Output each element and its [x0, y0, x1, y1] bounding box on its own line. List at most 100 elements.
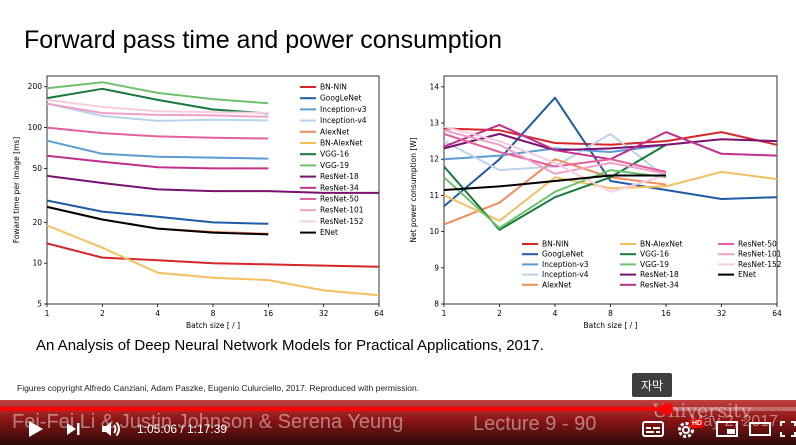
x-tick-label: 2 — [100, 309, 105, 318]
legend-label-resnet-101: ResNet-101 — [320, 206, 364, 215]
series-line-resnet-50 — [443, 132, 667, 173]
legend-label-alexnet: AlexNet — [320, 127, 349, 136]
y-tick-label: 10 — [32, 259, 42, 268]
legend-label-vgg-19: VGG-19 — [320, 161, 349, 170]
legend-label-inception-v3: Inception-v3 — [542, 260, 589, 269]
subtitles-icon — [642, 421, 664, 437]
settings-button[interactable] — [676, 420, 696, 440]
y-axis-label: Foward time per image [ms] — [12, 137, 21, 244]
footer-lecture-number: Lecture 9 - 90 — [473, 413, 597, 435]
x-tick-label: 1 — [45, 309, 50, 318]
series-line-resnet-152 — [46, 98, 269, 114]
time-display: 1:05:06 / 1:17:39 — [137, 422, 228, 436]
y-tick-label: 5 — [37, 300, 42, 309]
volume-button[interactable] — [99, 419, 123, 439]
series-line-googlenet — [443, 96, 778, 208]
play-icon — [29, 421, 43, 437]
x-tick-label: 64 — [772, 309, 782, 318]
fullscreen-button[interactable] — [780, 419, 796, 439]
progress-bar[interactable] — [0, 403, 796, 415]
subtitles-button[interactable] — [642, 421, 664, 437]
copyright-note: Figures copyright Alfredo Canziani, Adam… — [17, 383, 420, 393]
y-axis-label: Net power consumption [W] — [409, 137, 418, 242]
fullscreen-icon — [780, 421, 796, 437]
slide-title: Forward pass time and power consumption — [24, 26, 503, 54]
y-tick-label: 13 — [429, 119, 439, 128]
legend-label-resnet-101: ResNet-101 — [738, 250, 782, 259]
legend-label-inception-v3: Inception-v3 — [320, 105, 367, 114]
x-tick-label: 4 — [553, 309, 558, 318]
legend-label-inception-v4: Inception-v4 — [542, 270, 589, 279]
legend-label-resnet-152: ResNet-152 — [320, 217, 364, 226]
y-tick-label: 20 — [32, 218, 42, 227]
series-line-bn-nin — [443, 127, 778, 146]
x-tick-label: 64 — [374, 309, 384, 318]
legend-label-vgg-19: VGG-19 — [640, 260, 669, 269]
x-tick-label: 4 — [155, 309, 160, 318]
legend-label-bn-nin: BN-NIN — [320, 83, 347, 92]
y-tick-label: 200 — [28, 82, 43, 91]
progress-scrubber[interactable] — [661, 403, 674, 415]
y-tick-label: 100 — [28, 123, 43, 132]
footer-university: University — [652, 400, 752, 422]
legend-label-bn-nin: BN-NIN — [542, 240, 569, 249]
plot-frame — [443, 75, 778, 305]
progress-fill — [0, 407, 668, 411]
series-line-bn-nin — [46, 242, 380, 268]
x-tick-label: 1 — [442, 309, 447, 318]
legend-label-enet: ENet — [738, 270, 756, 279]
series-line-resnet-50 — [46, 126, 269, 140]
y-tick-label: 9 — [434, 263, 439, 272]
y-tick-label: 10 — [429, 227, 439, 236]
miniplayer-button[interactable] — [716, 421, 738, 437]
series-line-resnet-152 — [443, 125, 667, 193]
legend-label-resnet-34: ResNet-34 — [640, 280, 679, 289]
legend-label-resnet-18: ResNet-18 — [640, 270, 679, 279]
slide-caption: An Analysis of Deep Neural Network Model… — [36, 337, 544, 354]
x-tick-label: 32 — [319, 309, 329, 318]
theater-icon — [749, 422, 771, 436]
miniplayer-icon — [716, 421, 738, 437]
legend-label-bn-alexnet: BN-AlexNet — [640, 240, 683, 249]
theater-button[interactable] — [748, 421, 772, 437]
series-line-resnet-101 — [46, 102, 269, 118]
y-tick-label: 11 — [429, 191, 439, 200]
legend-label-vgg-16: VGG-16 — [640, 250, 669, 259]
y-tick-label: 14 — [429, 82, 439, 91]
legend-label-inception-v4: Inception-v4 — [320, 116, 367, 125]
settings-icon — [678, 422, 694, 438]
y-tick-label: 50 — [32, 164, 42, 173]
series-line-bn-alexnet — [46, 224, 380, 297]
legend-label-alexnet: AlexNet — [542, 280, 571, 289]
y-tick-label: 12 — [429, 155, 439, 164]
x-tick-label: 8 — [608, 309, 613, 318]
series-line-enet — [443, 174, 666, 191]
next-button[interactable] — [64, 421, 82, 437]
forward-time-chart: 1 2 4 8 16 32 64 5 10 20 50 100 200 Batch size [ / ] F… — [12, 75, 384, 330]
legend-label-resnet-34: ResNet-34 — [320, 183, 359, 192]
series-line-inception-v4 — [46, 102, 269, 122]
series-line-enet — [46, 205, 269, 236]
series-line-vgg-19 — [46, 81, 269, 105]
series-line-inception-v3 — [46, 139, 269, 160]
legend-label-enet: ENet — [320, 228, 338, 237]
x-tick-label: 32 — [717, 309, 727, 318]
next-icon — [67, 423, 80, 435]
y-tick-label: 8 — [434, 300, 439, 309]
legend-label-bn-alexnet: BN-AlexNet — [320, 139, 363, 148]
series-line-googlenet — [46, 199, 269, 225]
play-button[interactable] — [24, 419, 46, 439]
series-line-resnet-18 — [443, 132, 778, 152]
hd-badge: HD — [690, 419, 705, 428]
subtitle-tooltip: 자막 — [632, 373, 672, 397]
legend-label-googlenet: GoogLeNet — [320, 94, 362, 103]
series-line-vgg-19 — [443, 169, 667, 229]
legend-label-vgg-16: VGG-16 — [320, 150, 349, 159]
legend-label-resnet-152: ResNet-152 — [738, 260, 782, 269]
series-line-resnet-18 — [46, 174, 379, 194]
series-line-alexnet — [46, 205, 269, 235]
x-axis-label: Batch size [ / ] — [583, 321, 637, 330]
series-line-resnet-34 — [46, 154, 269, 170]
volume-icon — [102, 421, 120, 437]
